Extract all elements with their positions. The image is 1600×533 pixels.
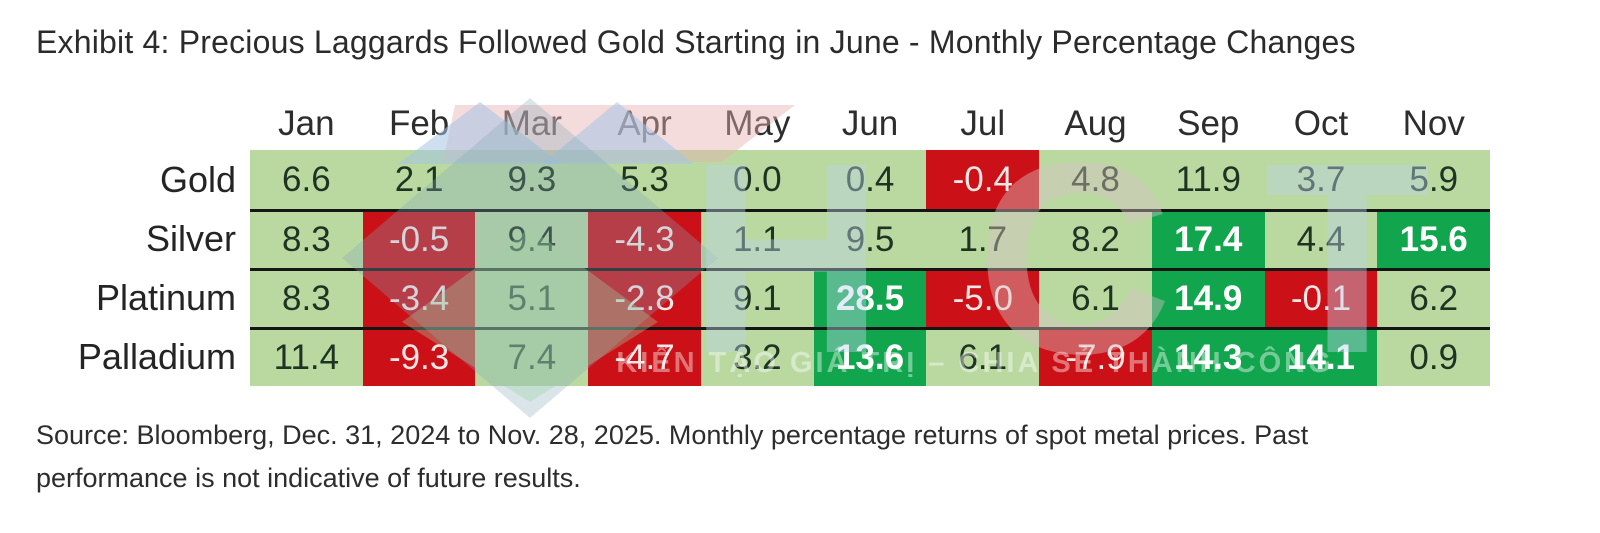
table-cell: 2.1 [362,150,476,209]
month-header: Jul [926,98,1040,150]
table-row-platinum: Platinum 8.3 -3.4 5.1 -2.8 9.1 28.5 -5.0… [36,268,1491,327]
table-row-gold: Gold 6.6 2.1 9.3 5.3 0.0 0.4 -0.4 4.8 11… [36,150,1491,209]
table-cell: -3.4 [362,268,476,327]
table-cell: -5.0 [926,268,1040,327]
table-cell: -7.9 [1039,327,1152,386]
table-cell: 6.1 [926,327,1040,386]
table-cell: 17.4 [1151,209,1265,268]
table-cell: 11.4 [250,327,363,386]
table-cell: 13.6 [813,327,927,386]
table-cell: 9.3 [475,150,589,209]
header-spacer [36,98,250,150]
month-header: Nov [1377,98,1491,150]
table-cell: -0.5 [362,209,476,268]
month-header: Jun [813,98,927,150]
table-cell: 8.3 [250,209,363,268]
month-header-row: Jan Feb Mar Apr May Jun Jul Aug Sep Oct … [36,98,1491,150]
table-cell: -4.3 [588,209,701,268]
month-header: Jan [250,98,363,150]
table-cell: -0.1 [1264,268,1378,327]
table-cell: 3.2 [700,327,814,386]
table-cell: 6.2 [1377,268,1491,327]
table-cell: -9.3 [362,327,476,386]
table-cell: 4.8 [1039,150,1152,209]
table-cell: 0.0 [700,150,814,209]
source-note: Source: Bloomberg, Dec. 31, 2024 to Nov.… [36,414,1556,500]
table-cell: 0.9 [1377,327,1491,386]
table-cell: 9.5 [813,209,927,268]
source-line-2: performance is not indicative of future … [36,463,581,494]
row-label: Gold [36,150,250,209]
table-cell: -2.8 [588,268,701,327]
month-header: Sep [1151,98,1265,150]
table-cell: 1.1 [700,209,814,268]
table-cell: 4.4 [1264,209,1378,268]
table-cell: 7.4 [475,327,589,386]
table-row-palladium: Palladium 11.4 -9.3 7.4 -4.7 3.2 13.6 6.… [36,327,1491,386]
table-cell: 14.1 [1264,327,1378,386]
source-line-1: Source: Bloomberg, Dec. 31, 2024 to Nov.… [36,420,1309,450]
month-header: Feb [362,98,476,150]
month-header: Apr [588,98,701,150]
table-row-silver: Silver 8.3 -0.5 9.4 -4.3 1.1 9.5 1.7 8.2… [36,209,1491,268]
table-cell: 0.4 [813,150,927,209]
table-cell: 8.2 [1039,209,1152,268]
table-cell: 9.1 [700,268,814,327]
table-cell: 6.1 [1039,268,1152,327]
table-cell: 5.1 [475,268,589,327]
month-header: May [700,98,814,150]
table-cell: 3.7 [1264,150,1378,209]
table-cell: 15.6 [1377,209,1491,268]
row-label: Palladium [36,327,250,386]
table-cell: 28.5 [813,268,927,327]
table-cell: 11.9 [1151,150,1265,209]
month-header: Oct [1264,98,1378,150]
table-cell: 5.3 [588,150,701,209]
table-cell: 14.3 [1151,327,1265,386]
table-cell: 5.9 [1377,150,1491,209]
table-cell: 14.9 [1151,268,1265,327]
row-label: Platinum [36,268,250,327]
table-cell: 6.6 [250,150,363,209]
month-header: Aug [1039,98,1152,150]
table-cell: 1.7 [926,209,1040,268]
exhibit-title: Exhibit 4: Precious Laggards Followed Go… [36,24,1356,60]
table-cell: -4.7 [588,327,701,386]
row-label: Silver [36,209,250,268]
table-cell: 9.4 [475,209,589,268]
metals-heatmap-table: Jan Feb Mar Apr May Jun Jul Aug Sep Oct … [36,98,1491,386]
table-cell: 8.3 [250,268,363,327]
month-header: Mar [475,98,589,150]
table-cell: -0.4 [926,150,1040,209]
